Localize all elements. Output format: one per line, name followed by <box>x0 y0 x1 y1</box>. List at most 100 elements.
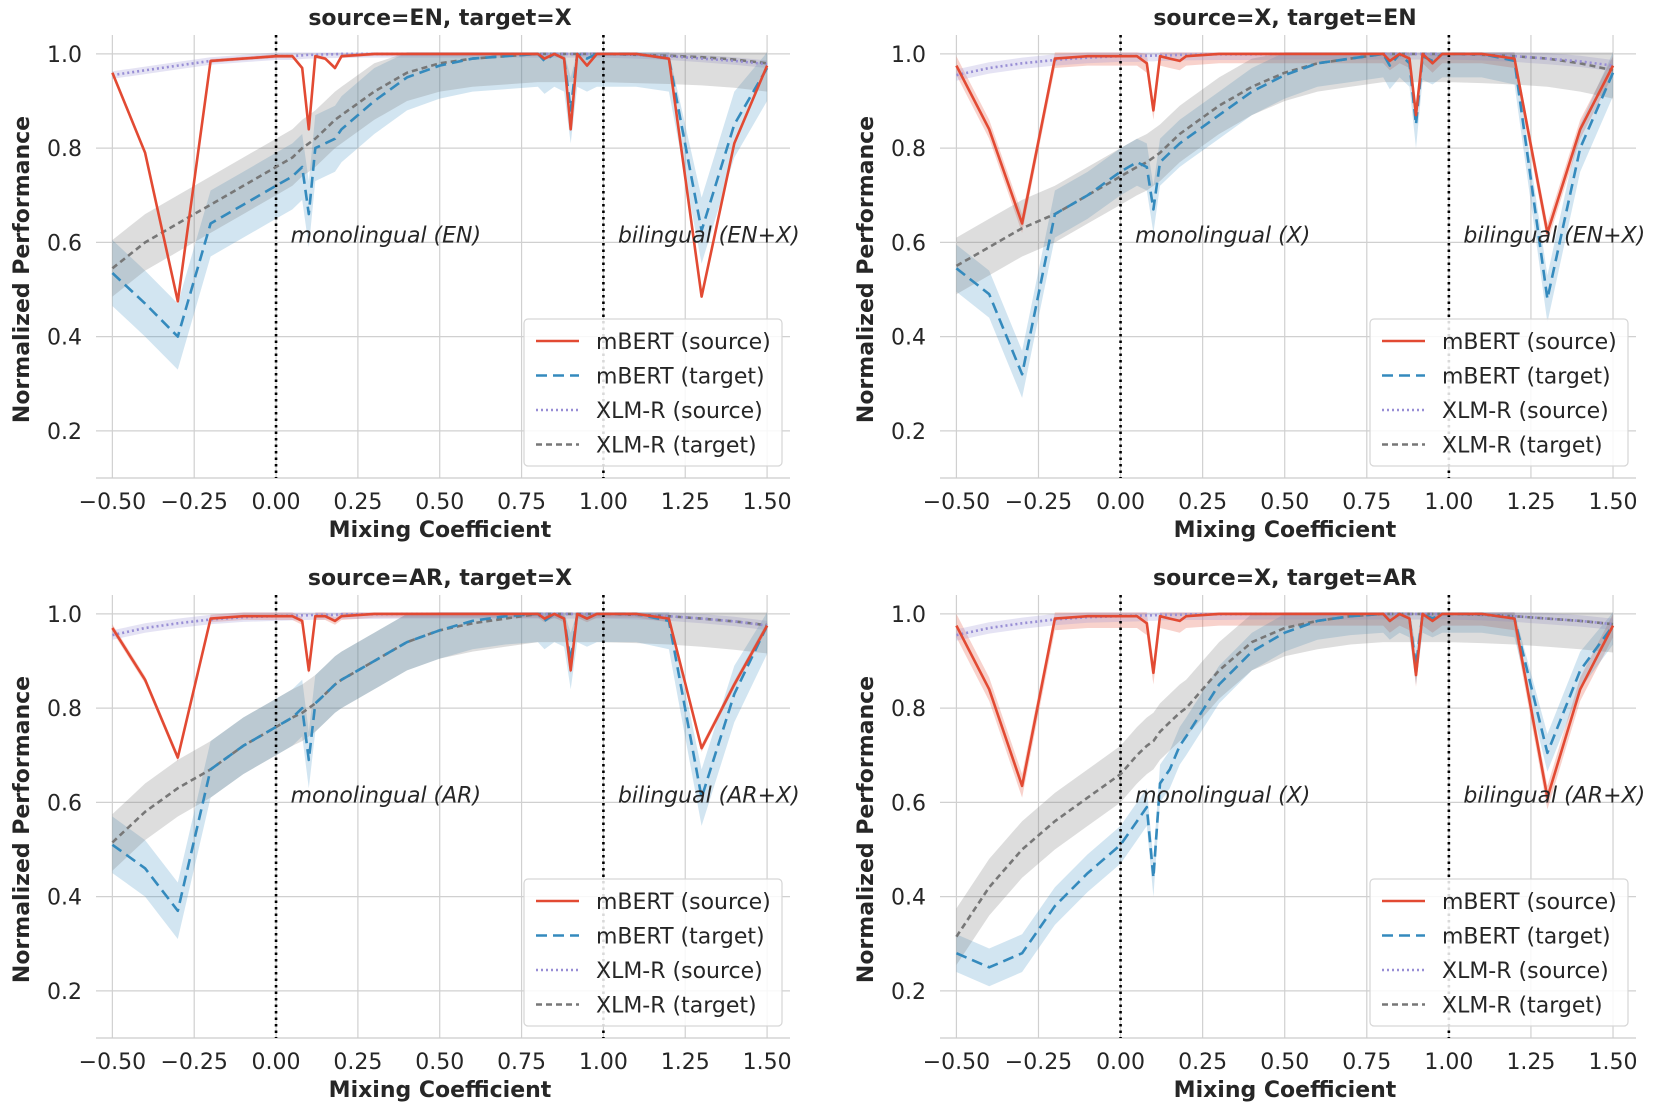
legend-label: mBERT (target) <box>596 365 765 390</box>
y-tick-label: 0.2 <box>891 980 926 1005</box>
chart-panel-3: −0.50 −0.25 0.00 0.25 0.50 0.75 1.00 1.25 1.50 0.… <box>10 566 800 1103</box>
legend: mBERT (source) mBERT (target) XLM-R (sourc… <box>1369 318 1629 467</box>
x-axis-label: Mixing Coefficient <box>1174 1078 1397 1103</box>
x-tick-label: 1.25 <box>661 1050 710 1075</box>
x-tick-label: −0.50 <box>923 490 990 515</box>
legend: mBERT (source) mBERT (target) XLM-R (sourc… <box>523 878 783 1027</box>
y-tick-label: 1.0 <box>47 43 82 68</box>
y-tick-label: 1.0 <box>47 603 82 628</box>
x-tick-label: −0.25 <box>1005 1050 1072 1075</box>
x-tick-label: 0.25 <box>333 490 382 515</box>
confidence-band-mbert-target <box>112 612 768 939</box>
confidence-band-xlmr-source <box>956 52 1613 81</box>
legend-label: XLM-R (target) <box>596 994 757 1019</box>
confidence-band-xlmr-target <box>956 612 1613 965</box>
x-tick-label: 0.75 <box>1342 490 1391 515</box>
x-tick-label: 0.75 <box>497 490 546 515</box>
confidence-band-mbert-target <box>956 52 1613 398</box>
region-label: monolingual (EN) <box>291 223 481 248</box>
y-tick-label: 0.4 <box>47 886 82 911</box>
x-tick-label: 0.25 <box>333 1050 382 1075</box>
y-axis-label: Normalized Performance <box>854 676 879 983</box>
x-tick-label: −0.25 <box>160 490 227 515</box>
y-tick-label: 0.4 <box>47 326 82 351</box>
x-tick-label: −0.25 <box>1005 490 1072 515</box>
x-tick-label: 1.50 <box>743 1050 792 1075</box>
y-tick-label: 0.2 <box>47 980 82 1005</box>
legend-label: mBERT (source) <box>1442 330 1617 355</box>
legend: mBERT (source) mBERT (target) XLM-R (sourc… <box>1369 878 1629 1027</box>
y-tick-label: 0.6 <box>891 231 926 256</box>
legend-box <box>1369 318 1629 467</box>
legend-box <box>523 878 783 1027</box>
legend-label: mBERT (target) <box>596 925 765 950</box>
confidence-band-xlmr-target <box>956 52 1613 295</box>
x-tick-label: 0.25 <box>1178 490 1227 515</box>
legend-label: mBERT (target) <box>1442 365 1611 390</box>
confidence-band-xlmr-target <box>112 612 768 871</box>
confidence-band-mbert-source <box>956 612 1613 810</box>
series-line-xlmr-target <box>955 52 1614 268</box>
y-tick-label: 0.8 <box>47 137 82 162</box>
x-tick-label: 0.75 <box>1342 1050 1391 1075</box>
x-tick-label: −0.50 <box>923 1050 990 1075</box>
confidence-band-xlmr-target <box>112 52 768 297</box>
y-tick-label: 0.8 <box>891 137 926 162</box>
y-tick-label: 0.8 <box>47 697 82 722</box>
confidence-band-mbert-target <box>956 612 1613 987</box>
x-tick-label: 1.25 <box>1506 1050 1555 1075</box>
x-tick-label: 0.00 <box>252 1050 301 1075</box>
series-line-mbert-source <box>111 52 769 303</box>
chart-panel-2: −0.50 −0.25 0.00 0.25 0.50 0.75 1.00 1.25 1.50 0.… <box>854 6 1645 543</box>
legend-box <box>1369 878 1629 1027</box>
chart-title: source=X, target=EN <box>1153 6 1416 31</box>
legend-label: mBERT (source) <box>1442 890 1617 915</box>
chart-title: source=EN, target=X <box>308 6 571 31</box>
x-tick-label: 0.50 <box>415 490 464 515</box>
y-tick-label: 0.6 <box>47 231 82 256</box>
x-tick-label: −0.50 <box>79 1050 146 1075</box>
y-tick-label: 0.4 <box>891 886 926 911</box>
legend-label: XLM-R (source) <box>1442 959 1609 984</box>
y-axis-label: Normalized Performance <box>854 116 879 423</box>
region-label: monolingual (X) <box>1135 783 1310 808</box>
region-label: monolingual (X) <box>1135 223 1310 248</box>
y-axis-label: Normalized Performance <box>10 116 35 423</box>
x-axis-label: Mixing Coefficient <box>329 518 552 543</box>
series-line-mbert-source <box>955 612 1615 799</box>
x-axis-label: Mixing Coefficient <box>1174 518 1397 543</box>
region-label: bilingual (AR+X) <box>1463 783 1645 808</box>
legend-label: XLM-R (target) <box>596 434 757 459</box>
x-tick-label: 0.00 <box>1096 1050 1145 1075</box>
x-tick-label: 1.00 <box>1424 490 1473 515</box>
x-tick-label: 1.00 <box>579 490 628 515</box>
region-label: bilingual (EN+X) <box>618 223 800 248</box>
x-tick-label: −0.50 <box>79 490 146 515</box>
y-tick-label: 0.2 <box>47 420 82 445</box>
x-tick-label: 0.25 <box>1178 1050 1227 1075</box>
x-tick-label: 1.25 <box>1506 490 1555 515</box>
x-tick-label: 0.50 <box>415 1050 464 1075</box>
legend-label: XLM-R (source) <box>596 959 763 984</box>
legend-label: mBERT (source) <box>596 330 771 355</box>
x-tick-label: 0.00 <box>252 490 301 515</box>
chart-panel-1: −0.50 −0.25 0.00 0.25 0.50 0.75 1.00 1.25 1.50 0.… <box>10 6 800 543</box>
region-label: monolingual (AR) <box>291 783 481 808</box>
chart-title: source=X, target=AR <box>1153 566 1417 591</box>
x-tick-label: 0.50 <box>1260 490 1309 515</box>
y-tick-label: 0.6 <box>47 791 82 816</box>
legend-label: XLM-R (target) <box>1442 994 1603 1019</box>
series-line-mbert-source <box>111 612 769 759</box>
y-tick-label: 1.0 <box>891 603 926 628</box>
legend-label: XLM-R (source) <box>1442 399 1609 424</box>
legend-label: mBERT (target) <box>1442 925 1611 950</box>
x-tick-label: 0.00 <box>1096 490 1145 515</box>
series-line-mbert-source <box>955 52 1615 235</box>
x-tick-label: 1.25 <box>661 490 710 515</box>
legend-label: mBERT (source) <box>596 890 771 915</box>
x-tick-label: 1.50 <box>743 490 792 515</box>
region-label: bilingual (AR+X) <box>618 783 800 808</box>
x-tick-label: 0.75 <box>497 1050 546 1075</box>
confidence-band-xlmr-source <box>112 612 768 640</box>
